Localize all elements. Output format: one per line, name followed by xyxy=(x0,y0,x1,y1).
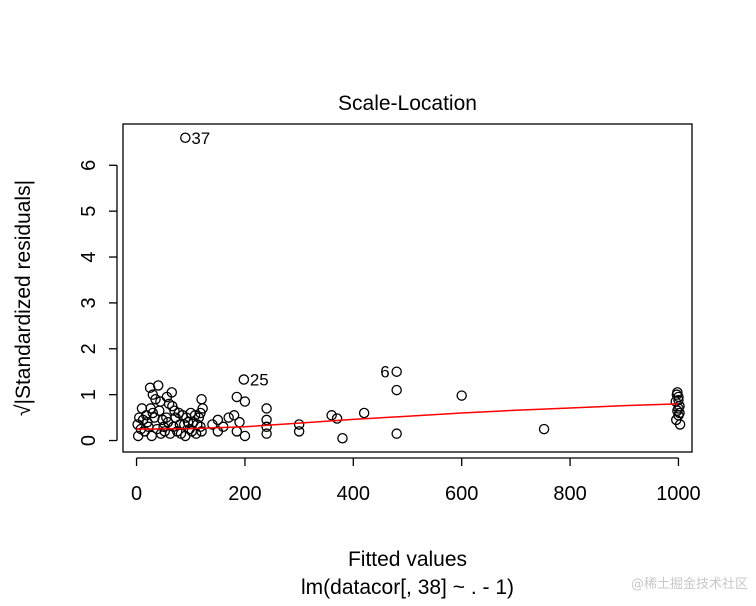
data-point xyxy=(391,428,402,439)
data-point xyxy=(238,374,250,385)
x-axis-sublabel: lm(datacor[, 38] ~ . - 1) xyxy=(301,576,514,599)
y-tick-label: 5 xyxy=(78,206,100,217)
point-label: 25 xyxy=(250,371,269,390)
y-axis: 0 1 2 3 4 5 6 xyxy=(78,160,118,446)
data-point xyxy=(391,366,402,377)
data-point xyxy=(261,428,272,439)
x-tick-label: 1000 xyxy=(656,483,701,505)
data-point xyxy=(136,403,148,414)
data-point xyxy=(228,410,240,421)
watermark: @稀土掘金技术社区 xyxy=(630,577,748,592)
y-tick-label: 6 xyxy=(78,160,100,171)
point-label: 37 xyxy=(191,129,210,148)
data-point xyxy=(196,393,207,405)
data-point xyxy=(293,419,305,430)
x-tick-label: 0 xyxy=(131,483,142,505)
data-point xyxy=(261,414,272,426)
x-tick-label: 400 xyxy=(337,483,370,505)
data-point xyxy=(538,423,550,435)
data-point xyxy=(196,426,207,437)
data-point xyxy=(674,419,686,430)
data-point xyxy=(673,394,684,406)
x-axis: 0 200 400 600 800 1000 xyxy=(131,457,701,505)
data-point xyxy=(146,430,157,442)
y-axis-label: √|Standardized residuals| xyxy=(12,180,35,416)
data-point xyxy=(293,426,305,437)
data-point xyxy=(207,419,218,430)
data-point xyxy=(173,407,185,419)
data-point xyxy=(147,389,159,400)
data-point xyxy=(231,391,243,403)
data-point xyxy=(145,403,156,414)
data-point xyxy=(144,382,156,394)
smoothing-line xyxy=(136,403,679,430)
plot-area-frame xyxy=(122,123,693,453)
x-tick-label: 800 xyxy=(553,483,586,505)
data-point xyxy=(674,407,685,419)
data-point xyxy=(157,414,168,426)
data-point xyxy=(234,416,245,428)
x-tick-label: 200 xyxy=(228,483,261,505)
data-point xyxy=(155,396,166,407)
data-point xyxy=(326,410,337,421)
data-point xyxy=(456,390,467,401)
x-axis-label: Fitted values xyxy=(348,548,467,571)
data-point xyxy=(331,413,343,424)
data-point xyxy=(239,430,251,442)
data-point xyxy=(212,426,224,437)
data-point xyxy=(391,384,402,396)
data-point xyxy=(337,432,348,444)
data-points xyxy=(132,132,686,444)
data-point xyxy=(673,403,684,414)
point-label: 6 xyxy=(380,363,389,382)
data-point xyxy=(261,403,272,414)
data-point xyxy=(671,389,683,400)
point-labels: 37 25 6 xyxy=(191,129,389,390)
data-point xyxy=(180,132,191,144)
data-point xyxy=(195,407,206,419)
data-point xyxy=(159,426,170,437)
x-tick-label: 600 xyxy=(445,483,478,505)
y-tick-label: 2 xyxy=(78,343,100,354)
data-point xyxy=(167,400,178,412)
y-tick-label: 1 xyxy=(78,389,100,400)
data-point xyxy=(223,412,234,423)
data-point xyxy=(239,396,251,407)
y-tick-label: 3 xyxy=(78,297,100,308)
data-point xyxy=(358,407,370,419)
y-tick-label: 0 xyxy=(78,435,100,446)
data-point xyxy=(261,421,272,433)
chart-title: Scale-Location xyxy=(338,92,477,115)
data-point xyxy=(132,430,144,442)
y-tick-label: 4 xyxy=(78,251,100,262)
